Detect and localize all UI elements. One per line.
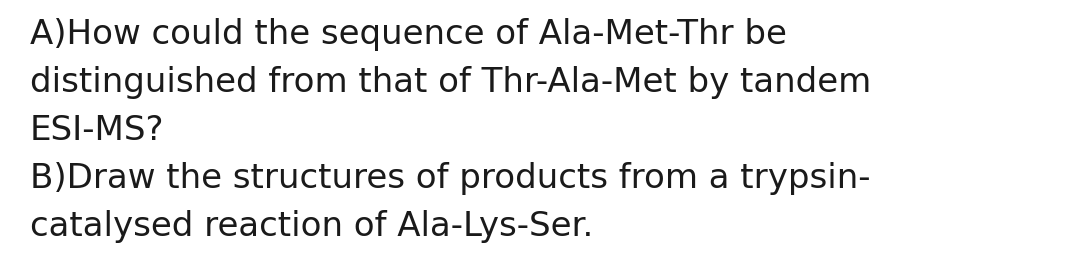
Text: ESI-MS?: ESI-MS? — [30, 114, 164, 147]
Text: catalysed reaction of Ala-Lys-Ser.: catalysed reaction of Ala-Lys-Ser. — [30, 210, 593, 243]
Text: B)Draw the structures of products from a trypsin-: B)Draw the structures of products from a… — [30, 162, 870, 195]
Text: distinguished from that of Thr-Ala-Met by tandem: distinguished from that of Thr-Ala-Met b… — [30, 66, 872, 99]
Text: A)How could the sequence of Ala-Met-Thr be: A)How could the sequence of Ala-Met-Thr … — [30, 18, 787, 51]
